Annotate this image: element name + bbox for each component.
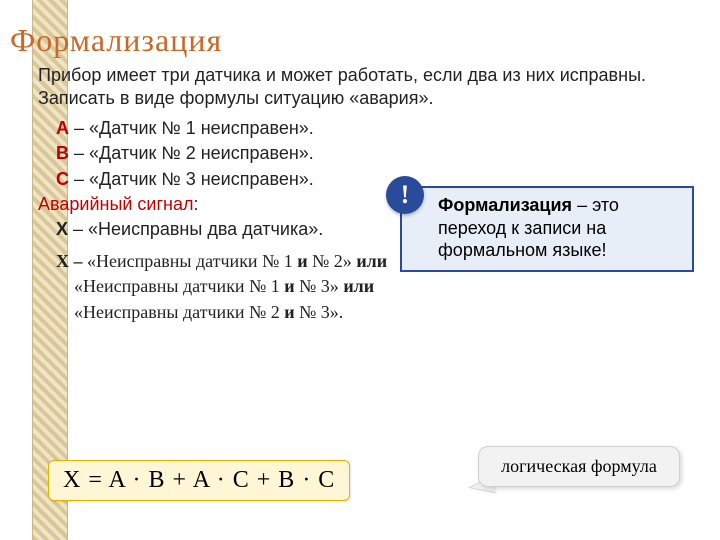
- x-letter: X: [56, 219, 68, 239]
- x-expand-letter: X: [56, 251, 69, 271]
- x-expand-2a: «Неисправны датчики № 1: [74, 276, 284, 296]
- and-3: и: [284, 302, 294, 322]
- and-1: и: [297, 251, 307, 271]
- or-2: или: [343, 276, 374, 296]
- formula-box: X = A · B + A · C + B · C: [48, 460, 350, 501]
- sensor-b-line: B – «Датчик № 2 неисправен».: [56, 142, 688, 165]
- definition-callout: ! Формализация – это переход к записи на…: [400, 186, 694, 272]
- sensor-a-text: – «Датчик № 1 неисправен».: [69, 118, 314, 138]
- x-expand-dash: –: [69, 251, 87, 271]
- x-expand-line2: «Неисправны датчики № 1 и № 3» или: [74, 275, 688, 298]
- sensor-b-letter: B: [56, 143, 69, 163]
- sensor-c-letter: C: [56, 169, 69, 189]
- x-expand-3b: № 3».: [295, 302, 344, 322]
- intro-paragraph: Прибор имеет три датчика и может работат…: [38, 64, 688, 111]
- x-expand-line3: «Неисправны датчики № 2 и № 3».: [74, 301, 688, 324]
- sensor-a-letter: A: [56, 118, 69, 138]
- and-2: и: [284, 276, 294, 296]
- callout-bold: Формализация: [438, 195, 572, 215]
- x-expand-1a: «Неисправны датчики № 1: [87, 251, 297, 271]
- alarm-colon: :: [194, 194, 199, 214]
- speech-bubble: логическая формула: [478, 446, 680, 487]
- or-1: или: [356, 251, 387, 271]
- x-expand-3a: «Неисправны датчики № 2: [74, 302, 284, 322]
- slide: Формализация Прибор имеет три датчика и …: [0, 0, 720, 540]
- alarm-heading: Аварийный сигнал: [38, 194, 194, 214]
- sensor-a-line: A – «Датчик № 1 неисправен».: [56, 117, 688, 140]
- exclamation-icon: !: [386, 176, 424, 214]
- x-expand-2b: № 3»: [295, 276, 344, 296]
- page-title: Формализация: [10, 22, 222, 59]
- x-text: – «Неисправны два датчика».: [68, 219, 323, 239]
- x-expand-1b: № 2»: [308, 251, 357, 271]
- sensor-c-text: – «Датчик № 3 неисправен».: [69, 169, 314, 189]
- sensor-b-text: – «Датчик № 2 неисправен».: [69, 143, 314, 163]
